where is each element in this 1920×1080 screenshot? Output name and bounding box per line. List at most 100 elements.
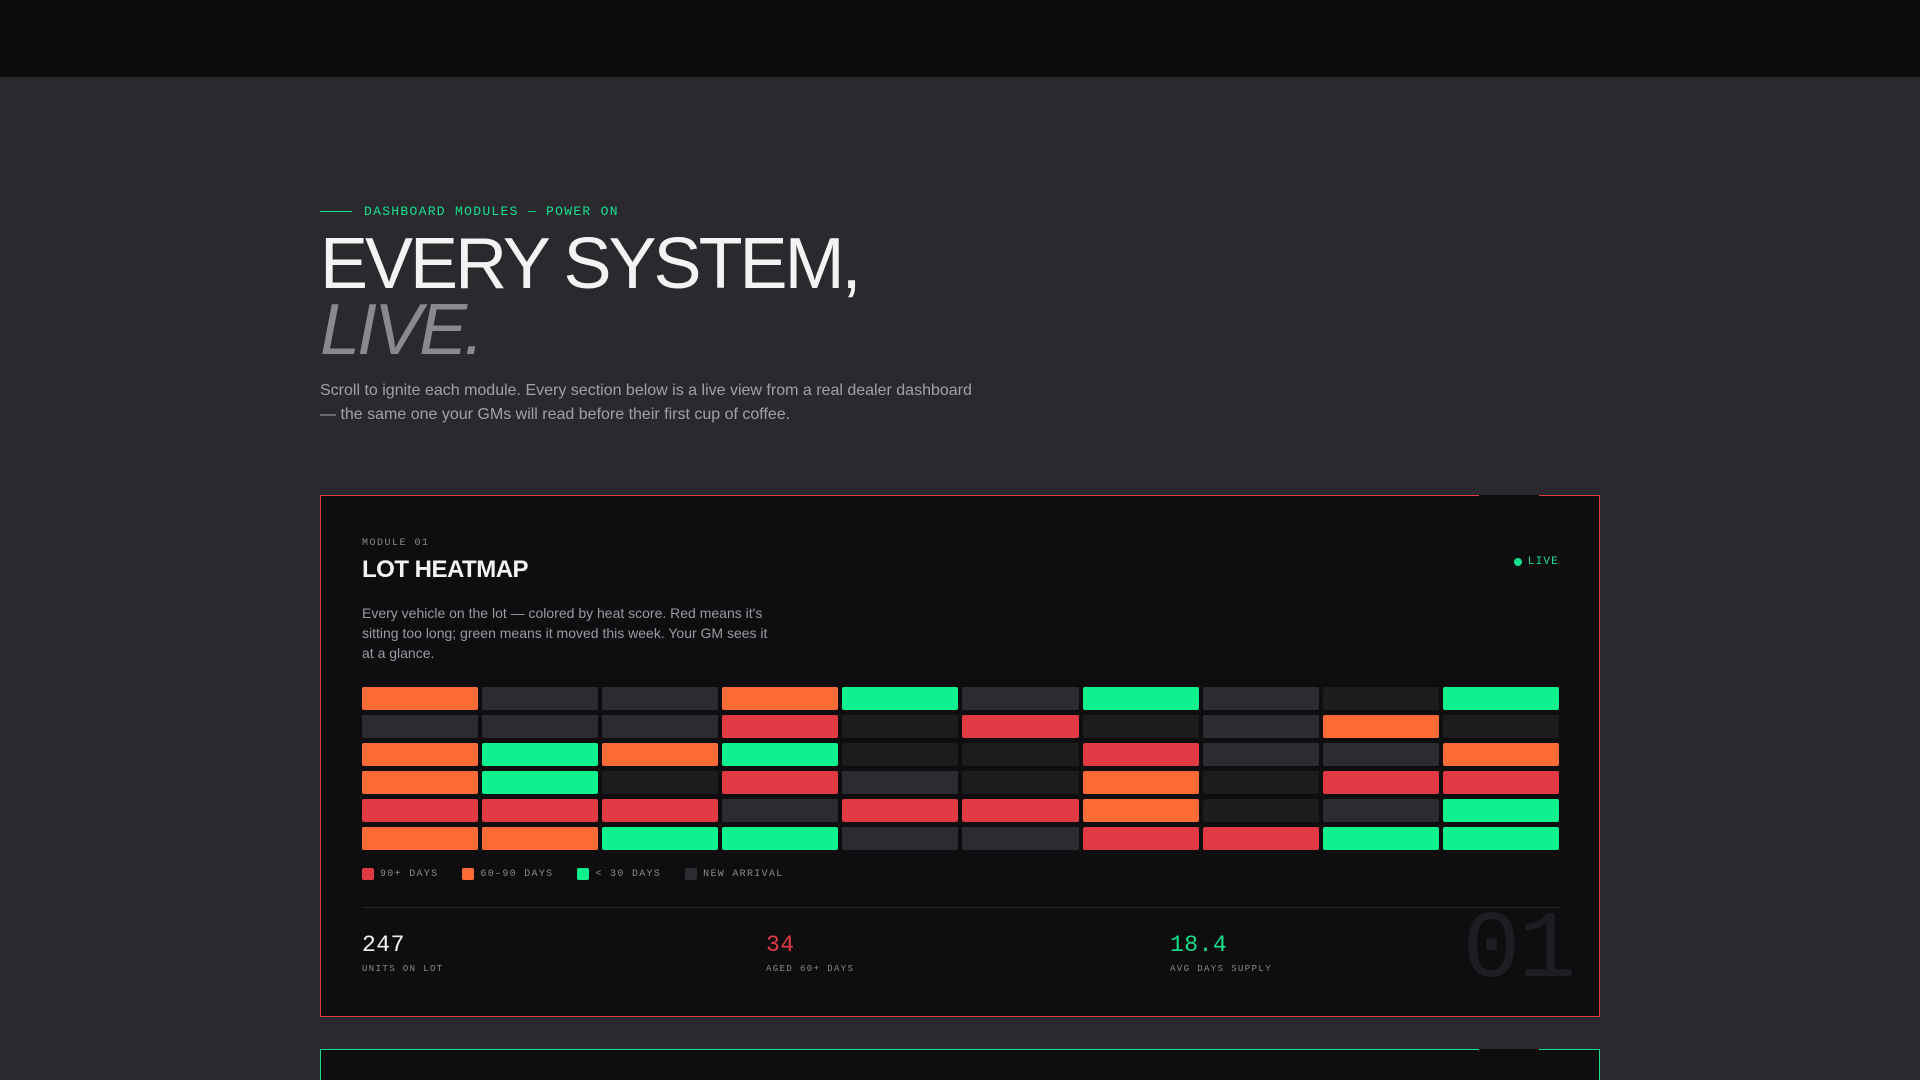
legend-label: NEW ARRIVAL <box>703 868 784 880</box>
heatmap-cell[interactable] <box>722 715 839 738</box>
heatmap-cell[interactable] <box>1202 715 1319 738</box>
heatmap-cell[interactable] <box>962 687 1079 710</box>
heatmap-cell[interactable] <box>1202 799 1319 822</box>
heatmap-cell[interactable] <box>1442 743 1559 766</box>
legend-item: 90+ DAYS <box>362 868 438 880</box>
heatmap-cell[interactable] <box>362 687 479 710</box>
heatmap-cell[interactable] <box>482 771 599 794</box>
live-dot-icon <box>1513 558 1522 566</box>
stat-value: 247 <box>362 932 405 958</box>
stat-label: UNITS ON LOT <box>362 964 444 974</box>
eyebrow-text: DASHBOARD MODULES — POWER ON <box>364 204 619 219</box>
stats-row: 247 UNITS ON LOT 34 AGED 60+ DAYS 18.4 A… <box>362 932 1559 992</box>
live-indicator: LIVE <box>1513 556 1559 568</box>
heatmap-cell[interactable] <box>1322 799 1439 822</box>
heatmap-cell[interactable] <box>722 687 839 710</box>
heatmap-cell[interactable] <box>482 827 599 850</box>
hero-lede: Scroll to ignite each module. Every sect… <box>320 382 972 423</box>
heatmap-cell[interactable] <box>962 743 1079 766</box>
stat-value: 18.4 <box>1170 932 1228 958</box>
heatmap-cell[interactable] <box>722 827 839 850</box>
heatmap-cell[interactable] <box>1202 827 1319 850</box>
heatmap-cell[interactable] <box>1322 827 1439 850</box>
heatmap-cell[interactable] <box>1082 743 1199 766</box>
heatmap-cell[interactable] <box>842 715 959 738</box>
module-number-watermark: 01 <box>1462 896 1576 1005</box>
module-lot-heatmap: MODULE 01 LOT HEATMAP LIVE Every vehicle… <box>320 495 1600 1017</box>
heatmap-cell[interactable] <box>602 687 719 710</box>
legend-item: NEW ARRIVAL <box>685 868 783 880</box>
live-label: LIVE <box>1527 556 1559 568</box>
stat-units-on-lot: 247 UNITS ON LOT <box>362 932 444 974</box>
heatmap-cell[interactable] <box>1202 743 1319 766</box>
heatmap-cell[interactable] <box>362 743 479 766</box>
hero-title: EVERY SYSTEM, <box>320 224 862 304</box>
heatmap-cell[interactable] <box>482 743 599 766</box>
legend-label: < 30 DAYS <box>595 868 662 880</box>
legend-label: 60–90 DAYS <box>480 868 554 880</box>
eyebrow-line <box>320 211 352 212</box>
heatmap-cell[interactable] <box>362 771 479 794</box>
stat-aged: 34 AGED 60+ DAYS <box>766 932 854 974</box>
heatmap-cell[interactable] <box>362 715 479 738</box>
heatmap-cell[interactable] <box>842 687 959 710</box>
section-eyebrow: DASHBOARD MODULES — POWER ON <box>320 204 1020 219</box>
legend-item: 60–90 DAYS <box>462 868 553 880</box>
heatmap-cell[interactable] <box>722 771 839 794</box>
heatmap-cell[interactable] <box>1322 687 1439 710</box>
heatmap-cell[interactable] <box>962 827 1079 850</box>
module-next <box>320 1049 1600 1080</box>
heatmap-cell[interactable] <box>1322 771 1439 794</box>
stat-label: AVG DAYS SUPPLY <box>1170 964 1273 974</box>
heatmap-cell[interactable] <box>1322 743 1439 766</box>
module-title: LOT HEATMAP <box>362 556 529 583</box>
heatmap-cell[interactable] <box>1202 687 1319 710</box>
heatmap-cell[interactable] <box>1082 799 1199 822</box>
heatmap-cell[interactable] <box>1082 771 1199 794</box>
heatmap-cell[interactable] <box>1442 715 1559 738</box>
heatmap-cell[interactable] <box>1082 715 1199 738</box>
heatmap-cell[interactable] <box>722 799 839 822</box>
heatmap-cell[interactable] <box>1442 827 1559 850</box>
heatmap-cell[interactable] <box>842 743 959 766</box>
heatmap-cell[interactable] <box>602 799 719 822</box>
legend-swatch <box>462 868 475 880</box>
legend-label: 90+ DAYS <box>380 868 439 880</box>
heatmap-cell[interactable] <box>602 743 719 766</box>
heatmap-cell[interactable] <box>1442 799 1559 822</box>
stat-label: AGED 60+ DAYS <box>766 964 855 974</box>
divider <box>362 907 1559 908</box>
legend-swatch <box>577 868 590 880</box>
heatmap-cell[interactable] <box>842 827 959 850</box>
top-bar <box>0 0 1920 77</box>
heatmap-cell[interactable] <box>362 799 479 822</box>
stat-days-supply: 18.4 AVG DAYS SUPPLY <box>1170 932 1272 974</box>
heatmap-cell[interactable] <box>1202 771 1319 794</box>
heatmap-cell[interactable] <box>482 799 599 822</box>
heatmap-cell[interactable] <box>1322 715 1439 738</box>
heatmap-cell[interactable] <box>1082 827 1199 850</box>
heatmap-legend: 90+ DAYS 60–90 DAYS < 30 DAYS NEW ARRIVAL <box>362 868 783 880</box>
heatmap-cell[interactable] <box>962 771 1079 794</box>
heatmap-cell[interactable] <box>1082 687 1199 710</box>
legend-swatch <box>685 868 698 880</box>
module-description: Every vehicle on the lot — colored by he… <box>362 605 768 661</box>
legend-item: < 30 DAYS <box>577 868 661 880</box>
heatmap-cell[interactable] <box>1442 771 1559 794</box>
heatmap-cell[interactable] <box>842 799 959 822</box>
heatmap-cell[interactable] <box>602 771 719 794</box>
heatmap-cell[interactable] <box>1442 687 1559 710</box>
heatmap-cell[interactable] <box>962 799 1079 822</box>
stat-value: 34 <box>766 932 795 958</box>
heatmap-cell[interactable] <box>722 743 839 766</box>
heatmap-cell[interactable] <box>362 827 479 850</box>
heatmap-cell[interactable] <box>482 715 599 738</box>
heatmap-grid <box>362 687 1559 852</box>
heatmap-cell[interactable] <box>482 687 599 710</box>
heatmap-cell[interactable] <box>842 771 959 794</box>
heatmap-cell[interactable] <box>602 827 719 850</box>
heatmap-cell[interactable] <box>602 715 719 738</box>
hero-section: DASHBOARD MODULES — POWER ON EVERY SYSTE… <box>320 204 1020 427</box>
corner-gap <box>1479 495 1539 496</box>
heatmap-cell[interactable] <box>962 715 1079 738</box>
